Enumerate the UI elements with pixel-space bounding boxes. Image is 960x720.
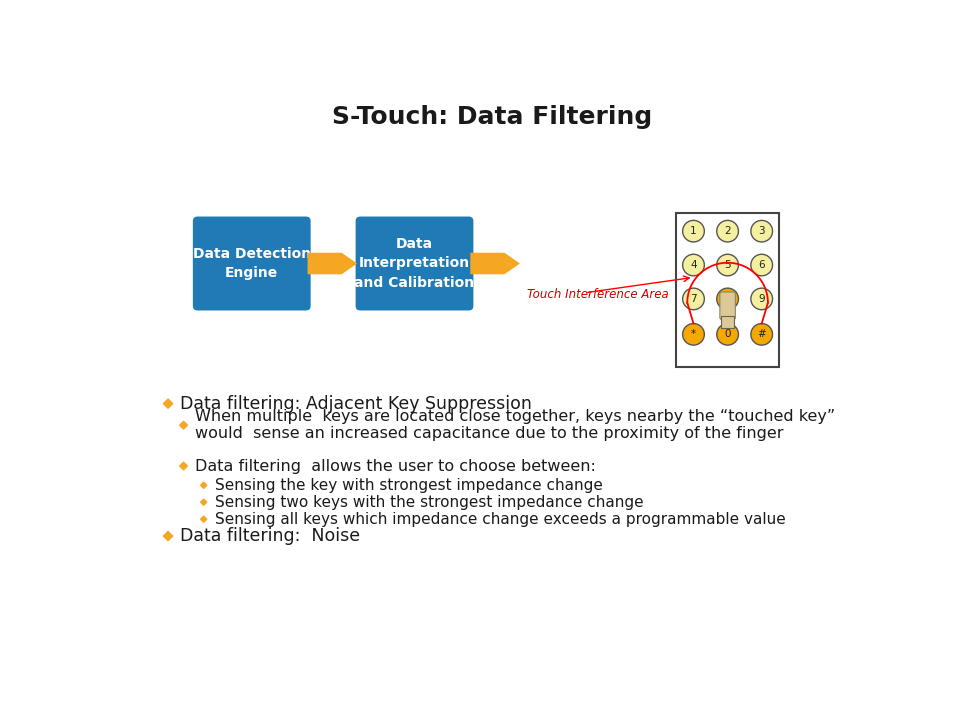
Circle shape xyxy=(717,323,738,345)
Circle shape xyxy=(717,220,738,242)
Text: 6: 6 xyxy=(758,260,765,270)
Circle shape xyxy=(683,288,705,310)
Text: 8: 8 xyxy=(724,294,731,304)
Polygon shape xyxy=(201,516,206,522)
Circle shape xyxy=(717,288,738,310)
Bar xyxy=(677,213,779,367)
Text: 5: 5 xyxy=(724,260,731,270)
Text: S-Touch: Data Filtering: S-Touch: Data Filtering xyxy=(332,105,652,129)
Circle shape xyxy=(717,254,738,276)
Text: Data Detection
Engine: Data Detection Engine xyxy=(193,247,311,280)
FancyBboxPatch shape xyxy=(720,292,735,320)
Polygon shape xyxy=(163,399,173,408)
Polygon shape xyxy=(470,253,520,274)
Text: Data
Interpretation
and Calibration: Data Interpretation and Calibration xyxy=(354,237,474,290)
Text: Data filtering  allows the user to choose between:: Data filtering allows the user to choose… xyxy=(195,459,596,474)
Circle shape xyxy=(683,220,705,242)
FancyBboxPatch shape xyxy=(193,217,311,310)
Text: When multiple  keys are located close together, keys nearby the “touched key”
wo: When multiple keys are located close tog… xyxy=(195,409,835,441)
Circle shape xyxy=(751,288,773,310)
Text: Touch Interference Area: Touch Interference Area xyxy=(527,288,669,301)
Text: #: # xyxy=(757,329,766,339)
Polygon shape xyxy=(201,482,206,488)
Text: Data filtering: Adjacent Key Suppression: Data filtering: Adjacent Key Suppression xyxy=(180,395,533,413)
Polygon shape xyxy=(180,421,187,429)
Text: 3: 3 xyxy=(758,226,765,236)
Circle shape xyxy=(751,220,773,242)
FancyBboxPatch shape xyxy=(355,217,473,310)
Text: *: * xyxy=(691,329,696,339)
Circle shape xyxy=(683,254,705,276)
Circle shape xyxy=(751,254,773,276)
Circle shape xyxy=(751,323,773,345)
Bar xyxy=(721,316,733,328)
Polygon shape xyxy=(307,253,357,274)
Text: 7: 7 xyxy=(690,294,697,304)
Text: Sensing the key with strongest impedance change: Sensing the key with strongest impedance… xyxy=(214,478,603,492)
Text: Data filtering:  Noise: Data filtering: Noise xyxy=(180,527,361,545)
Text: 0: 0 xyxy=(725,329,731,339)
Polygon shape xyxy=(201,499,206,505)
Text: 4: 4 xyxy=(690,260,697,270)
Text: Sensing two keys with the strongest impedance change: Sensing two keys with the strongest impe… xyxy=(214,495,643,510)
Circle shape xyxy=(683,323,705,345)
Text: 9: 9 xyxy=(758,294,765,304)
Polygon shape xyxy=(180,462,187,470)
Text: Sensing all keys which impedance change exceeds a programmable value: Sensing all keys which impedance change … xyxy=(214,512,785,526)
Text: 1: 1 xyxy=(690,226,697,236)
Polygon shape xyxy=(163,531,173,541)
Text: 2: 2 xyxy=(724,226,731,236)
